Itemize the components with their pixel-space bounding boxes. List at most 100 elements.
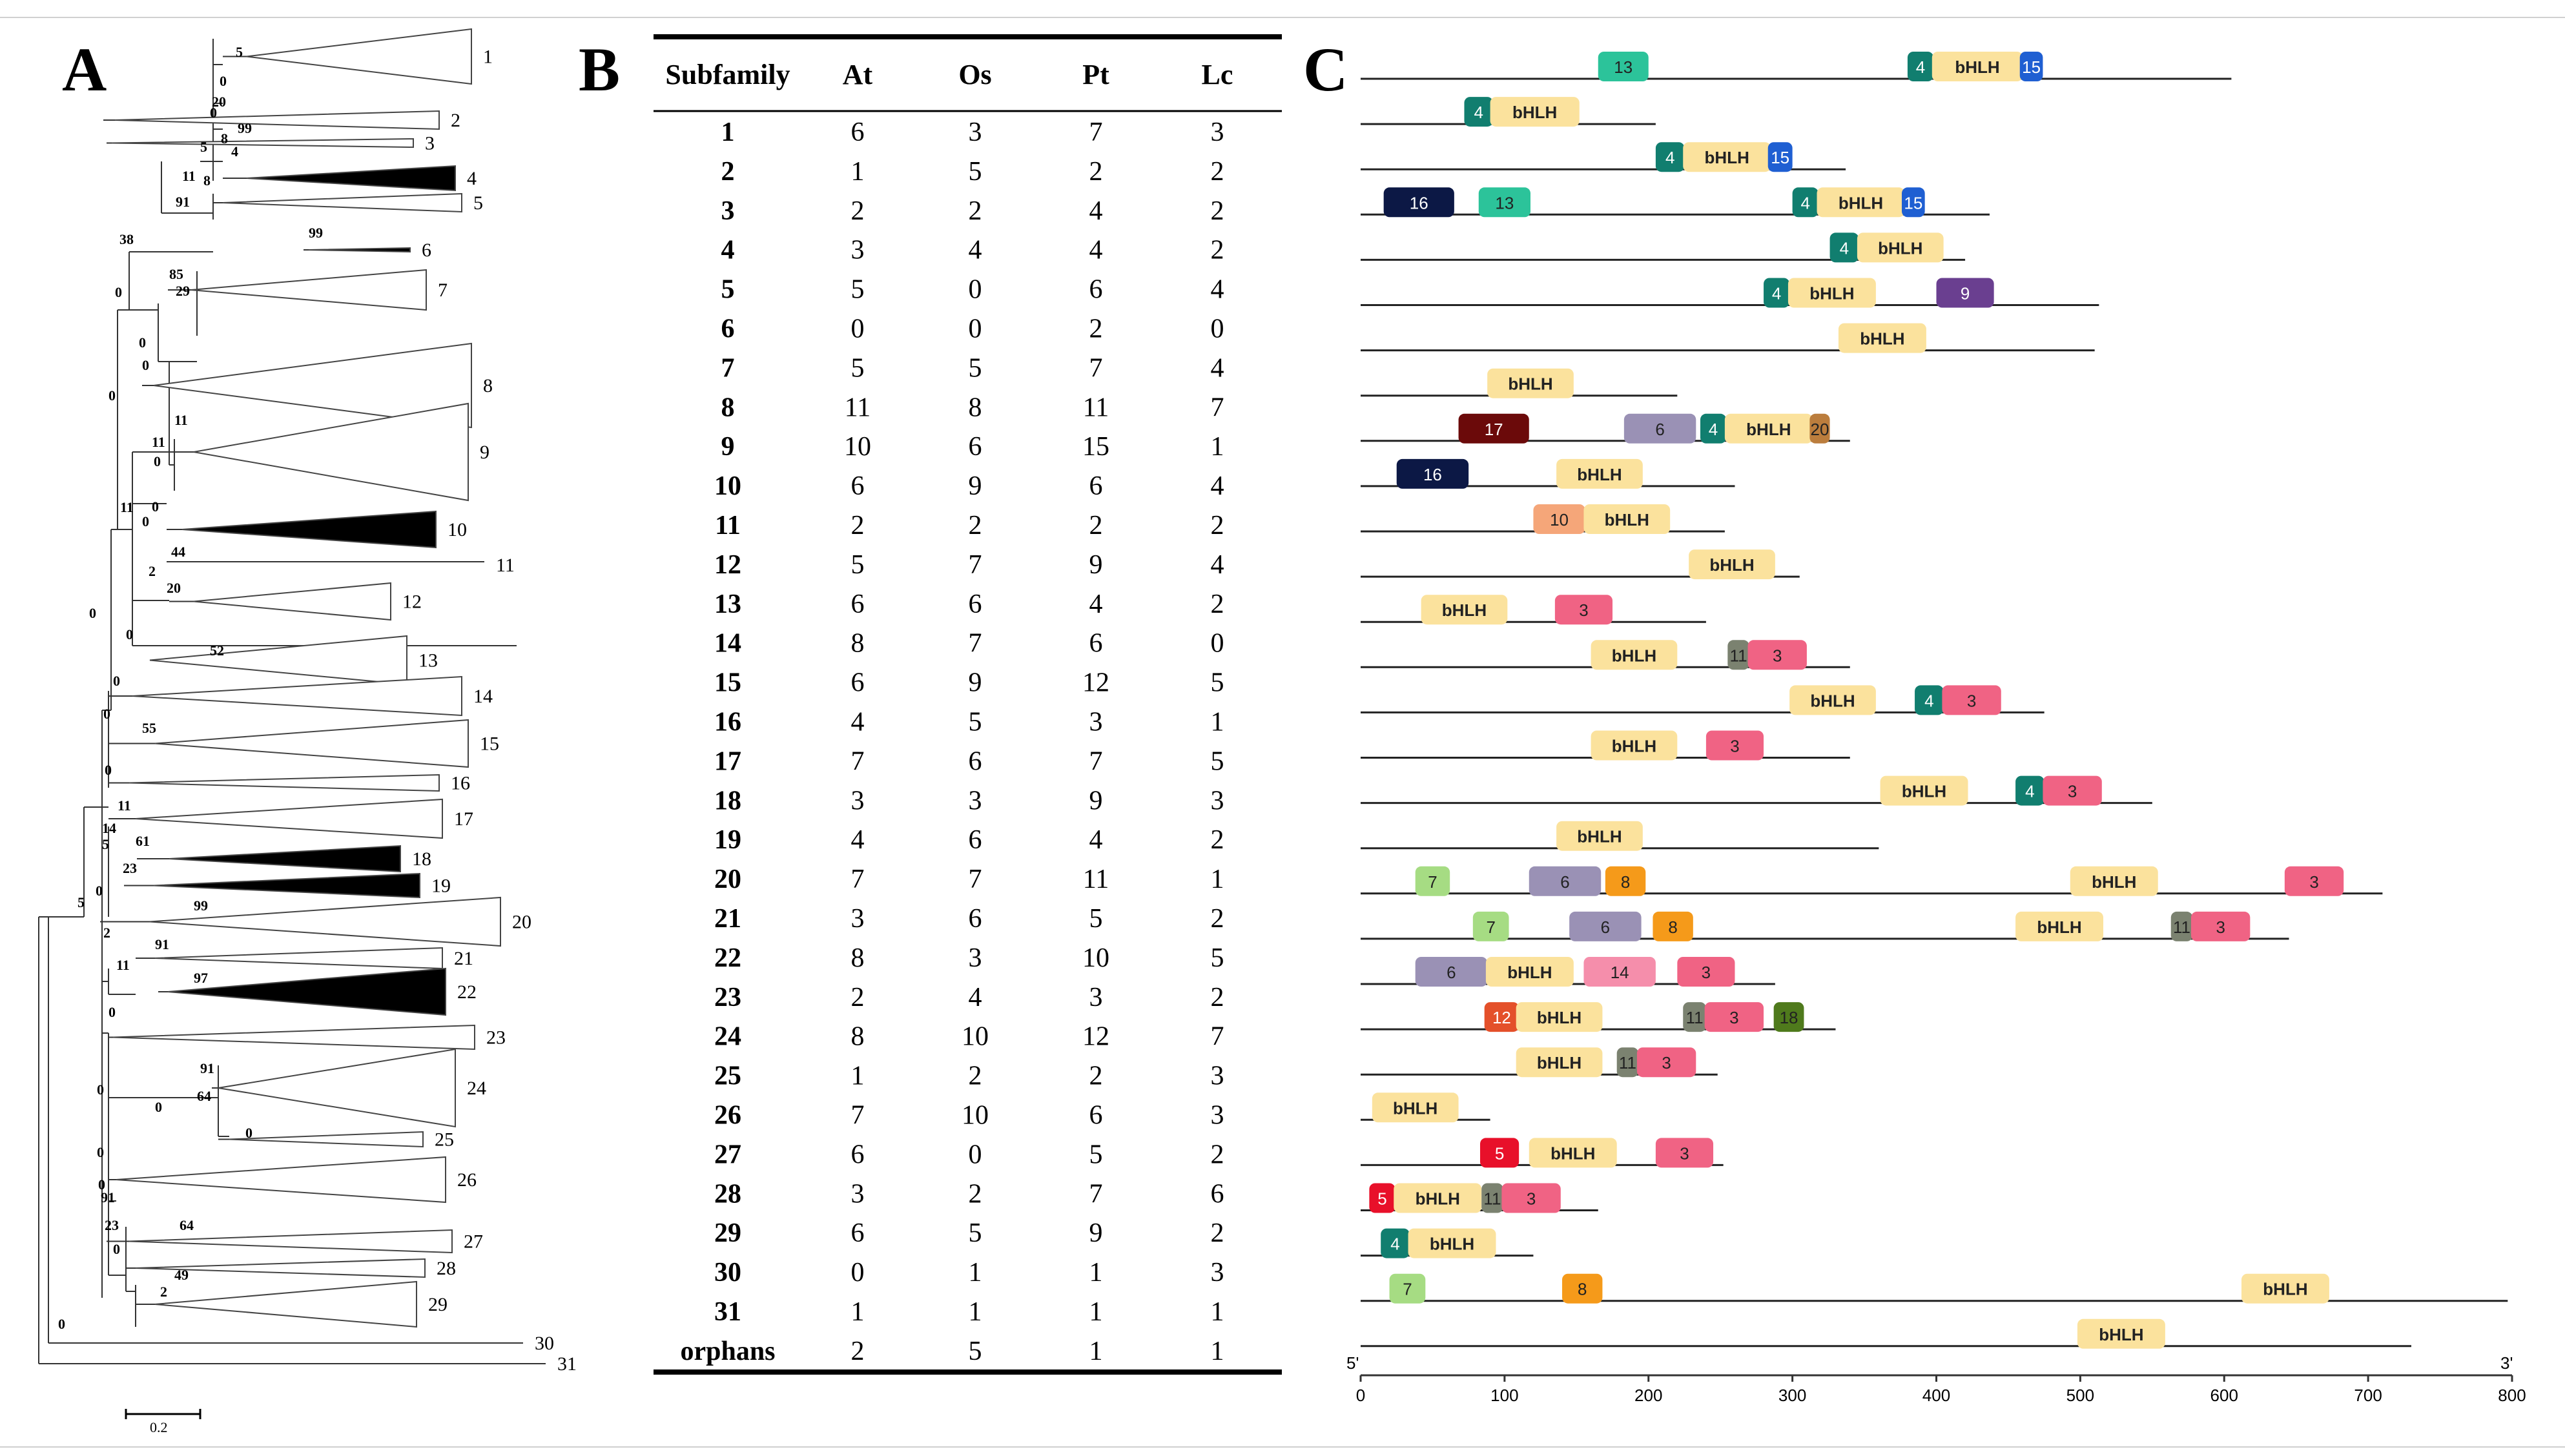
- bootstrap-value: 91: [155, 936, 169, 952]
- table-header-cell: Subfamily: [665, 59, 790, 90]
- table-cell: 10: [962, 1101, 989, 1131]
- table-cell: 2: [1211, 157, 1224, 187]
- motif-box: [1838, 323, 1926, 353]
- bootstrap-value: 11: [120, 499, 134, 515]
- motif-label: 4: [1390, 1235, 1399, 1254]
- clade-label: 24: [467, 1078, 486, 1099]
- bootstrap-value: 0: [103, 706, 110, 722]
- clade-label: 20: [512, 912, 531, 933]
- table-cell: 1: [1211, 708, 1224, 737]
- table-cell: 6: [851, 1140, 865, 1169]
- clade-triangle: [116, 1156, 446, 1204]
- bootstrap-value: 0: [105, 762, 112, 778]
- clade-label: 27: [464, 1231, 483, 1253]
- table-cell: 2: [851, 511, 865, 540]
- panel-c-label: C: [1303, 35, 1348, 104]
- table-cell: 3: [969, 943, 982, 973]
- motif-box: [1484, 1002, 1519, 1032]
- bootstrap-value: 0: [108, 1004, 116, 1020]
- motif-label: bHLH: [1508, 374, 1552, 394]
- table-cell: 2: [969, 511, 982, 540]
- motif-box: [2070, 866, 2158, 896]
- bootstrap-value: 14: [102, 820, 116, 836]
- clade-triangle: [229, 1131, 424, 1148]
- table-cell: 4: [1089, 236, 1103, 265]
- motif-box: [1485, 957, 1574, 987]
- table-cell: 6: [851, 1218, 865, 1248]
- bootstrap-value: 0: [126, 626, 133, 642]
- clade-triangle: [149, 635, 407, 686]
- clade-label: 2: [451, 110, 460, 131]
- table-cell: 0: [969, 275, 982, 305]
- five-prime-label: 5': [1346, 1353, 1359, 1373]
- table-cell: 3: [721, 196, 735, 226]
- table-cell: 5: [851, 550, 865, 580]
- table-cell: 3: [851, 904, 865, 934]
- table-cell: 10: [1082, 943, 1109, 973]
- motif-label: bHLH: [2099, 1325, 2143, 1344]
- motif-label: bHLH: [1577, 465, 1622, 484]
- table-cell: 5: [1089, 904, 1103, 934]
- motif-box: [1767, 142, 1793, 172]
- table-cell: 5: [1211, 746, 1224, 776]
- table-cell: 2: [1089, 314, 1103, 344]
- motif-box: [2284, 866, 2344, 896]
- motif-label: bHLH: [1416, 1189, 1460, 1209]
- table-cell: 0: [1211, 629, 1224, 659]
- motif-label: 4: [1840, 238, 1849, 258]
- motif-box: [1478, 187, 1530, 218]
- motif-label: 3: [1702, 963, 1711, 982]
- motif-label: 7: [1403, 1280, 1412, 1299]
- motif-box: [1516, 1047, 1603, 1078]
- clade-triangle: [191, 269, 427, 311]
- motif-label: 13: [1614, 57, 1633, 77]
- clade-label: 16: [451, 773, 470, 794]
- motif-label: 4: [1916, 57, 1925, 77]
- bootstrap-value: 0: [155, 1099, 162, 1115]
- motif-label: bHLH: [1442, 600, 1487, 620]
- clade-label: 17: [454, 808, 473, 830]
- motif-box: [1562, 1273, 1603, 1304]
- table-cell: 10: [714, 471, 741, 501]
- motif-label: 4: [1474, 103, 1483, 122]
- motif-box: [1389, 1273, 1426, 1304]
- table-cell: 2: [1089, 157, 1103, 187]
- motif-box: [1902, 187, 1925, 218]
- motif-label: bHLH: [1709, 555, 1754, 575]
- motif-box: [1747, 640, 1807, 670]
- bootstrap-value: 11: [174, 412, 188, 428]
- motif-box: [1705, 730, 1764, 761]
- bootstrap-value: 0: [113, 673, 120, 689]
- table-cell: 11: [715, 511, 741, 540]
- clade-label: 25: [435, 1129, 454, 1151]
- motif-box: [1569, 911, 1642, 941]
- table-cell: 3: [1089, 708, 1103, 737]
- motif-box: [1817, 187, 1905, 218]
- x-tick-label: 0: [1356, 1386, 1365, 1405]
- table-cell: 6: [969, 825, 982, 855]
- bootstrap-value: 0: [139, 334, 146, 351]
- clade-label: 18: [412, 848, 431, 870]
- motif-label: 11: [1619, 1053, 1636, 1072]
- motif-label: 4: [1772, 284, 1781, 303]
- motif-label: bHLH: [1605, 510, 1649, 529]
- clade-triangle: [112, 1024, 475, 1051]
- clade-triangle: [135, 1258, 426, 1278]
- clade-label: 28: [437, 1258, 456, 1279]
- table-cell: 5: [969, 708, 982, 737]
- clade-label: 4: [467, 168, 477, 189]
- table-cell: 4: [851, 708, 865, 737]
- motif-box: [1792, 187, 1818, 218]
- table-cell: 0: [969, 1140, 982, 1169]
- motif-box: [1487, 368, 1574, 398]
- motif-box: [1605, 866, 1646, 896]
- x-tick-label: 200: [1634, 1386, 1662, 1405]
- motif-box: [1700, 413, 1727, 444]
- table-cell: 3: [1211, 1101, 1224, 1131]
- motif-label: bHLH: [1705, 148, 1749, 167]
- table-cell: 4: [1211, 550, 1224, 580]
- motif-label: 13: [1495, 193, 1514, 212]
- motif-box: [1598, 52, 1649, 81]
